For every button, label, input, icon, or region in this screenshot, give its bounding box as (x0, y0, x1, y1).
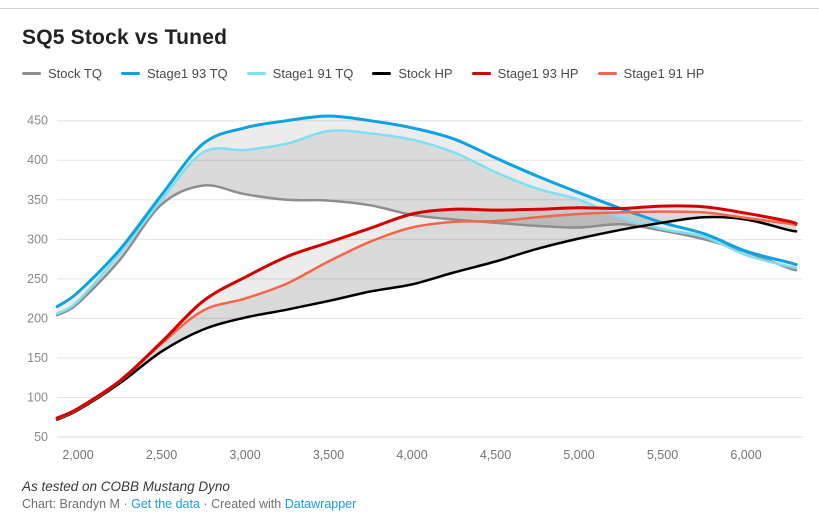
chart-note: As tested on COBB Mustang Dyno (22, 479, 230, 494)
band-stage1-91-hp-vs-stock-hp (57, 211, 797, 420)
y-tick-label: 400 (27, 153, 48, 167)
x-tick-label: 4,500 (480, 448, 511, 462)
legend-label: Stage1 93 HP (497, 66, 579, 81)
series-line-stage1-93-hp (55, 204, 798, 420)
y-tick-label: 50 (34, 430, 48, 444)
legend-item-stage1-93-hp: Stage1 93 HP (471, 66, 579, 81)
byline-separator: · (203, 497, 208, 511)
created-with-label: Created with (211, 497, 282, 511)
legend-swatch (120, 72, 140, 75)
get-the-data-link[interactable]: Get the data (131, 497, 200, 511)
y-tick-label: 150 (27, 351, 48, 365)
legend-label: Stage1 91 HP (623, 66, 705, 81)
band-stage1-93-hp-vs-stock-hp (57, 205, 797, 420)
series-line-stock-tq (55, 184, 798, 317)
series-line-stock-hp (55, 215, 798, 421)
y-tick-label: 100 (27, 390, 48, 404)
legend-item-stock-tq: Stock TQ (22, 66, 102, 81)
x-tick-label: 5,000 (563, 448, 594, 462)
legend-item-stage1-93-tq: Stage1 93 TQ (120, 66, 228, 81)
x-tick-label: 2,000 (62, 448, 93, 462)
legend-swatch (597, 72, 617, 75)
page-title: SQ5 Stock vs Tuned (22, 26, 228, 49)
byline-separator: · (123, 497, 128, 511)
legend-label: Stock TQ (48, 66, 102, 81)
datawrapper-link[interactable]: Datawrapper (284, 497, 357, 511)
legend-swatch (246, 72, 266, 75)
y-tick-label: 450 (27, 114, 48, 128)
legend-label: Stage1 91 TQ (272, 66, 354, 81)
series-line-stage1-93-tq (55, 114, 798, 308)
legend-label: Stock HP (398, 66, 453, 81)
x-tick-label: 2,500 (146, 448, 177, 462)
x-tick-label: 5,500 (647, 448, 678, 462)
x-tick-label: 3,500 (313, 448, 344, 462)
x-tick-label: 3,000 (229, 448, 260, 462)
chart-byline: Chart: Brandyn M · Get the data · Create… (22, 497, 356, 511)
byline-author: Chart: Brandyn M (22, 497, 120, 511)
series-line-stage1-91-tq (55, 129, 798, 315)
legend-swatch (372, 72, 392, 75)
chart-legend: Stock TQ Stage1 93 TQ Stage1 91 TQ Stock HP… (22, 66, 704, 81)
legend-label: Stage1 93 TQ (146, 66, 228, 81)
legend-item-stock-hp: Stock HP (372, 66, 453, 81)
band-stage1-91-tq-vs-stock-tq (57, 130, 797, 316)
x-tick-label: 6,000 (730, 448, 761, 462)
x-tick-label: 4,000 (396, 448, 427, 462)
y-tick-label: 250 (27, 272, 48, 286)
y-tick-label: 300 (27, 232, 48, 246)
y-tick-label: 200 (27, 311, 48, 325)
legend-item-stage1-91-tq: Stage1 91 TQ (246, 66, 354, 81)
legend-swatch (471, 72, 491, 75)
legend-swatch (22, 72, 41, 75)
legend-item-stage1-91-hp: Stage1 91 HP (597, 66, 705, 81)
top-divider (0, 8, 819, 9)
y-tick-label: 350 (27, 193, 48, 207)
